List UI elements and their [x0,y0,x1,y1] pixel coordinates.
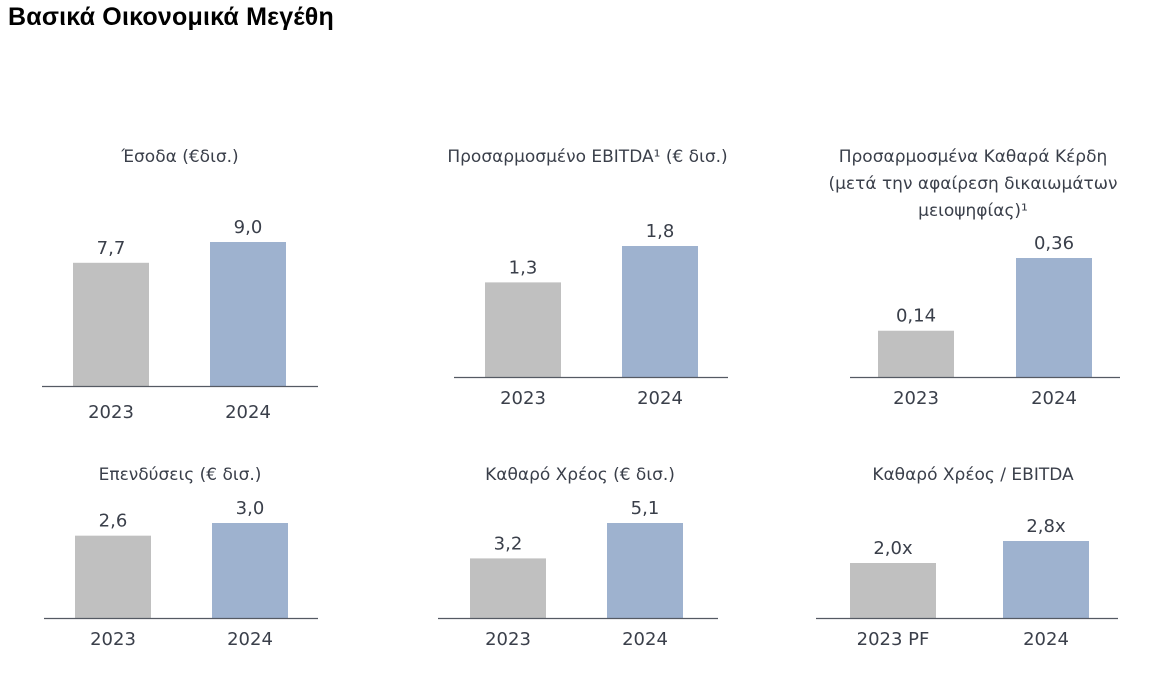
chart-svg-investments: 2,6 2023 3,0 2024 [44,498,318,650]
x-tick-label: 2023 [485,629,531,650]
chart-svg-net-profit: 0,14 2023 0,36 2024 [850,233,1120,409]
chart-title: Προσαρμοσμένο EBITDA¹ (€ δισ.) [430,144,745,171]
x-tick-label: 2024 [1023,629,1069,650]
chart-panel-ebitda: Προσαρμοσμένο EBITDA¹ (€ δισ.) 1,3 2023 1,… [430,144,745,424]
data-label: 1,3 [509,257,538,278]
x-tick-label: 2023 PF [857,629,930,650]
chart-panel-revenue: Έσοδα (€δισ.) 7,7 2023 9,0 2024 [40,144,320,424]
bar-2023-pf [850,563,936,618]
chart-panel-investments: Επενδύσεις (€ δισ.) 2,6 2023 3,0 2024 [40,462,320,662]
data-label: 5,1 [631,498,660,519]
bar-2024 [1016,258,1092,377]
data-label: 1,8 [646,221,675,242]
bar-2023 [73,262,149,386]
chart-title-line: (μετά την αφαίρεση δικαιωμάτων [828,174,1118,194]
chart-title: Έσοδα (€δισ.) [40,144,320,171]
bar-2024 [210,242,286,386]
bar-2024 [212,523,288,618]
bar-2024 [607,523,683,618]
bar-2023 [470,558,546,618]
chart-title: Επενδύσεις (€ δισ.) [40,462,320,489]
chart-svg-net-debt: 3,2 2023 5,1 2024 [438,498,718,650]
x-tick-label: 2024 [622,629,668,650]
chart-svg-ebitda: 1,3 2023 1,8 2024 [454,221,728,409]
chart-title-line: Προσαρμοσμένο EBITDA¹ (€ δισ.) [447,147,728,167]
x-tick-label: 2023 [500,388,546,409]
chart-svg-leverage: 2,0x 2023 PF 2,8x 2024 [816,516,1118,650]
chart-svg-revenue: 7,7 2023 9,0 2024 [42,217,318,423]
data-label: 2,8x [1026,516,1066,537]
chart-title-line: Επενδύσεις (€ δισ.) [98,465,262,485]
chart-title: Προσαρμοσμένα Καθαρά Κέρδη (μετά την αφα… [808,144,1138,225]
data-label: 3,0 [236,498,265,519]
data-label: 0,14 [896,306,936,327]
x-tick-label: 2024 [637,388,683,409]
chart-title-line: Καθαρό Χρέος (€ δισ.) [485,465,675,485]
page-title: Βασικά Οικονομικά Μεγέθη [8,3,334,31]
bar-2024 [1003,541,1089,618]
chart-title-line: Έσοδα (€δισ.) [121,147,239,167]
chart-title-line: Καθαρό Χρέος / EBITDA [872,465,1074,485]
chart-panel-net-debt: Καθαρό Χρέος (€ δισ.) 3,2 2023 5,1 2024 [430,462,730,662]
x-tick-label: 2023 [88,402,134,423]
data-label: 2,6 [99,511,128,532]
chart-title: Καθαρό Χρέος / EBITDA [808,462,1138,489]
x-tick-label: 2024 [227,629,273,650]
data-label: 9,0 [234,217,263,238]
x-tick-label: 2023 [893,388,939,409]
data-label: 3,2 [494,533,523,554]
data-label: 7,7 [97,238,126,259]
x-tick-label: 2024 [1031,388,1077,409]
chart-title: Καθαρό Χρέος (€ δισ.) [430,462,730,489]
x-tick-label: 2023 [90,629,136,650]
bar-2024 [622,246,698,377]
data-label: 0,36 [1034,233,1074,254]
bar-2023 [485,282,561,377]
chart-title-line: Προσαρμοσμένα Καθαρά Κέρδη [838,147,1108,167]
chart-panel-leverage: Καθαρό Χρέος / EBITDA 2,0x 2023 PF 2,8x 202… [808,462,1138,662]
chart-title-line: μειοψηφίας)¹ [918,201,1028,221]
x-tick-label: 2024 [225,402,271,423]
bar-2023 [878,330,954,377]
data-label: 2,0x [873,538,913,559]
chart-panel-net-profit: Προσαρμοσμένα Καθαρά Κέρδη (μετά την αφα… [808,144,1138,424]
bar-2023 [75,535,151,618]
